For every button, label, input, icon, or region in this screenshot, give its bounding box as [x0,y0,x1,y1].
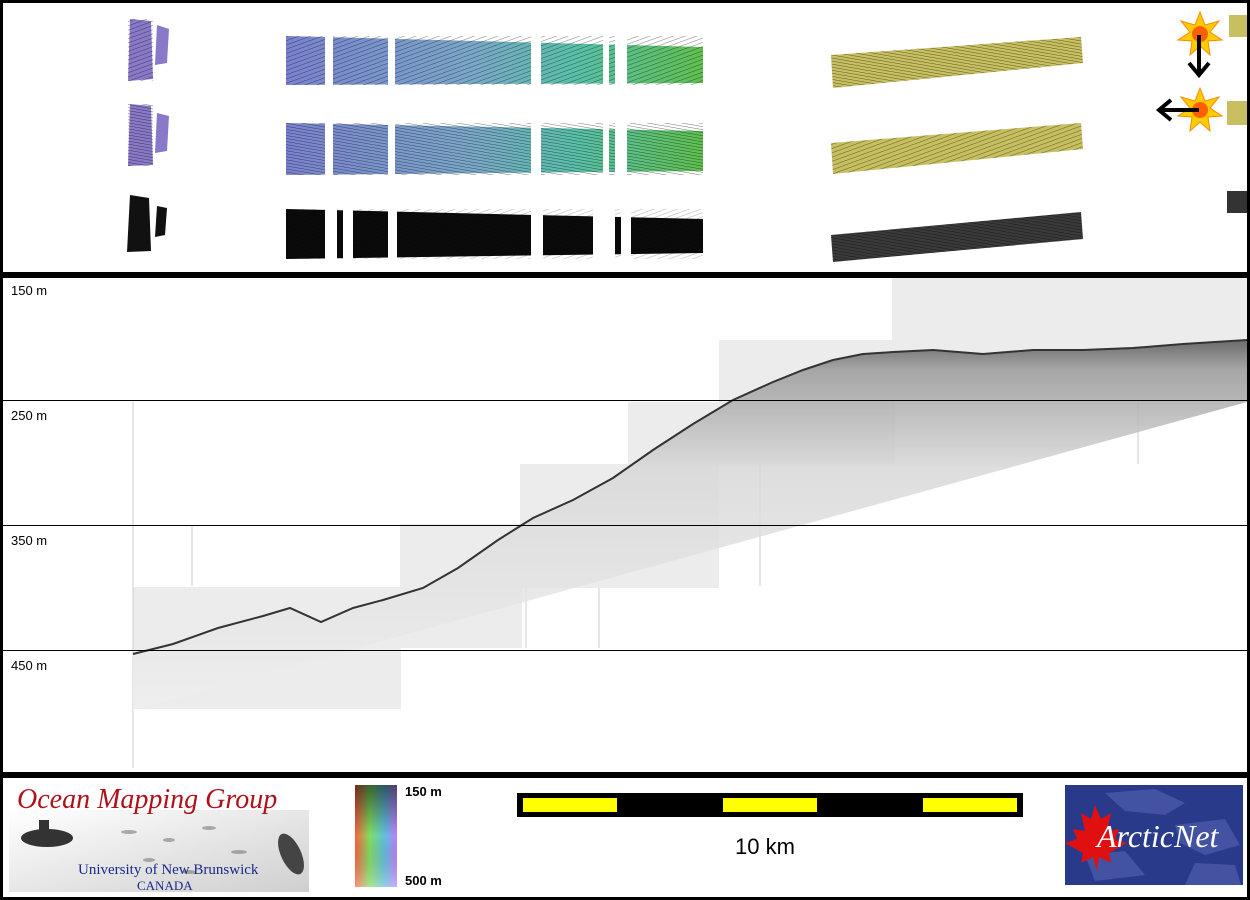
depth-gridline [3,525,1247,526]
scalebar-label: 10 km [735,834,795,859]
strip-row-shaded-west [128,104,1083,178]
scalebar-segment [723,798,817,812]
omg-logo: Ocean Mapping Group University of New Br… [9,782,309,893]
swath-purple-hatch [128,19,153,81]
colorbar-bottom-label: 500 m [405,873,442,888]
depth-colorbar [355,785,397,887]
depth-gridline [3,400,1247,401]
scalebar [517,793,1023,817]
profile-panel: 150 m 250 m 350 m 450 m [3,278,1247,772]
survey-fish-icon [278,833,304,875]
arcticnet-logo [1065,785,1243,885]
omg-title: Ocean Mapping Group [17,784,278,815]
swath-backscatter [127,195,151,252]
ship-icon [21,820,73,847]
depth-label-250: 250 m [11,408,48,423]
depth-label-150: 150 m [11,283,48,298]
footer-panel: Ocean Mapping Group University of New Br… [3,778,1247,897]
depth-label-350: 350 m [11,533,48,548]
omg-country: CANADA [137,878,193,893]
strip-row-backscatter [127,195,1083,264]
mosaic-panel [3,3,1247,272]
depth-label-450: 450 m [11,658,48,673]
down-arrow-icon [1187,35,1211,79]
depth-gridline [3,650,1247,651]
scalebar-segment [923,798,1017,812]
arcticnet-text: ArcticNet [1097,818,1219,854]
mosaic-strips [127,10,1247,264]
strip-row-shaded-north [128,19,1083,88]
left-arrow-icon [1155,98,1199,122]
omg-university: University of New Brunswick [78,862,259,878]
colorbar-top-label: 150 m [405,784,442,799]
maple-leaf-icon [1065,805,1127,871]
sun-icon [1176,86,1224,133]
scalebar-segment [523,798,617,812]
